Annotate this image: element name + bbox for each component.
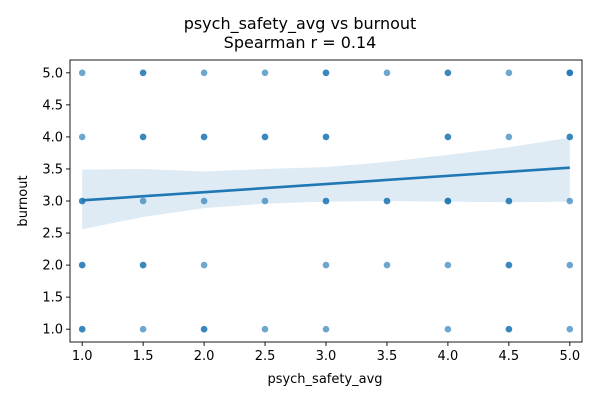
x-tick-label: 3.5 [377,349,398,364]
scatter-point [566,325,574,333]
scatter-point [261,133,269,141]
scatter-point [566,197,574,205]
scatter-point [505,261,513,269]
scatter-point [261,69,269,77]
x-tick-label: 1.0 [72,349,93,364]
y-tick-label: 3.5 [42,162,63,177]
y-tick-label: 4.0 [42,130,63,145]
scatter-point [322,197,330,205]
scatter-point [78,261,86,269]
points-layer [78,69,574,333]
y-axis-label: burnout [16,175,31,226]
scatter-point [322,325,330,333]
scatter-point [383,69,391,77]
scatter-point [566,133,574,141]
scatter-point [78,133,86,141]
scatter-point [444,261,452,269]
scatter-point [444,69,452,77]
scatter-point [200,261,208,269]
scatter-point [566,69,574,77]
scatter-point [322,69,330,77]
scatter-point [200,69,208,77]
x-tick-label: 4.5 [499,349,520,364]
axes-layer: 1.0 1.5 2.0 2.5 3.0 3.5 4.0 4.5 5.0 1.0 1.5 2.0 2.5 3… [42,59,583,364]
scatter-point [139,69,147,77]
y-tick-label: 2.5 [42,227,63,242]
scatter-point [505,69,513,77]
y-tick-label: 5.0 [42,66,63,81]
scatter-point [322,133,330,141]
x-tick-label: 1.5 [133,349,154,364]
regression-line [82,166,570,202]
x-tick-label: 2.0 [194,349,215,364]
chart-subtitle: Spearman r = 0.14 [223,33,377,52]
scatter-point [139,197,147,205]
scatter-point [383,197,391,205]
scatter-point [261,197,269,205]
scatter-point [322,261,330,269]
x-axis-label: psych_safety_avg [267,372,382,387]
scatter-point [139,133,147,141]
scatter-point [200,197,208,205]
scatter-point [139,325,147,333]
scatter-point [505,133,513,141]
scatter-point [444,325,452,333]
scatter-point [444,133,452,141]
x-tick-label: 4.0 [438,349,459,364]
y-tick-label: 4.5 [42,98,63,113]
scatter-point [566,261,574,269]
regression-line-layer [82,166,570,202]
y-tick-label: 3.0 [42,195,63,210]
scatter-point [200,133,208,141]
y-tick-label: 1.0 [42,323,63,338]
x-tick-label: 5.0 [559,349,580,364]
chart-title: psych_safety_avg vs burnout [183,14,417,33]
scatter-point [444,197,452,205]
scatter-point [200,325,208,333]
scatter-point [261,325,269,333]
scatter-point [78,325,86,333]
y-tick-label: 2.0 [42,259,63,274]
scatter-point [505,325,513,333]
scatter-point [139,261,147,269]
y-tick-label: 1.5 [42,291,63,306]
scatter-point [505,197,513,205]
scatter-point [78,69,86,77]
scatter-point [383,261,391,269]
x-tick-label: 2.5 [255,349,276,364]
x-tick-label: 3.0 [316,349,337,364]
